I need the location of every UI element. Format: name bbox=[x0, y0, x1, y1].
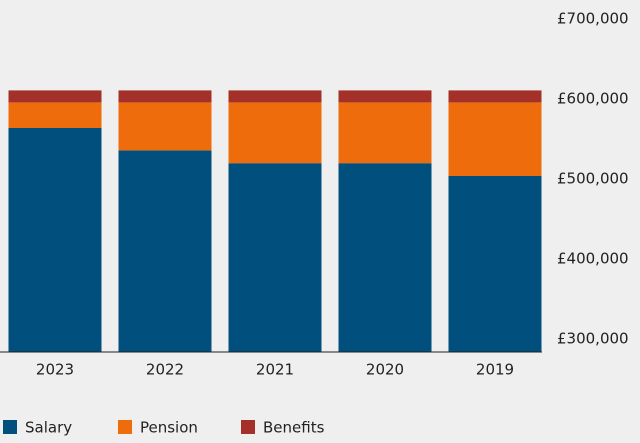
legend-swatch bbox=[118, 420, 132, 434]
y-tick-label: £700,000 bbox=[557, 10, 629, 28]
bar-segment bbox=[118, 102, 212, 151]
bar-segment bbox=[118, 150, 212, 352]
x-tick-label: 2021 bbox=[256, 361, 294, 379]
bar-segment bbox=[8, 102, 102, 128]
bar-segment bbox=[118, 90, 212, 103]
x-tick-label: 2019 bbox=[476, 361, 514, 379]
y-tick-label: £500,000 bbox=[557, 170, 629, 188]
bar-segment bbox=[228, 163, 322, 352]
legend-label: Salary bbox=[25, 419, 72, 437]
bar-segment bbox=[228, 102, 322, 164]
x-tick-label: 2023 bbox=[36, 361, 74, 379]
legend-swatch bbox=[3, 420, 17, 434]
legend-label: Benefits bbox=[263, 419, 325, 437]
bar-segment bbox=[448, 102, 542, 176]
y-tick-label: £300,000 bbox=[557, 330, 629, 348]
bar-segment bbox=[448, 176, 542, 352]
y-tick-label: £600,000 bbox=[557, 90, 629, 108]
legend-label: Pension bbox=[140, 419, 198, 437]
legend-swatch bbox=[241, 420, 255, 434]
bar-segment bbox=[8, 128, 102, 352]
bar-segment bbox=[338, 163, 432, 352]
bar-segment bbox=[8, 90, 102, 103]
bar-segment bbox=[338, 90, 432, 103]
x-tick-label: 2020 bbox=[366, 361, 404, 379]
x-tick-label: 2022 bbox=[146, 361, 184, 379]
bar-segment bbox=[338, 102, 432, 164]
bar-segment bbox=[448, 90, 542, 103]
y-tick-label: £400,000 bbox=[557, 250, 629, 268]
bar-segment bbox=[228, 90, 322, 103]
